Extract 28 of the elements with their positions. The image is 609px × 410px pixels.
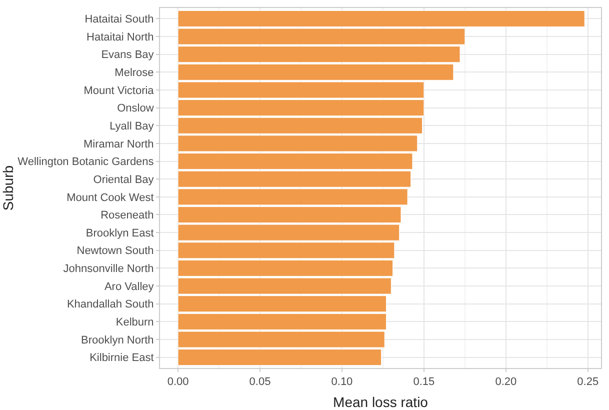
y-tick-label: Lyall Bay (110, 120, 154, 132)
y-tick-label: Aro Valley (104, 280, 154, 293)
y-tick-label: Kilbirnie East (90, 352, 154, 364)
x-tick-label: 0.00 (167, 376, 189, 388)
y-tick-label: Brooklyn East (86, 227, 154, 240)
y-tick-label: Melrose (114, 67, 154, 80)
y-tick-label: Oriental Bay (93, 174, 154, 186)
x-tick-label: 0.05 (249, 376, 271, 388)
y-tick-label: Onslow (117, 102, 154, 115)
y-tick-label: Roseneath (100, 210, 154, 222)
x-tick-label: 0.25 (577, 376, 599, 388)
y-axis-title: Suburb (0, 165, 16, 211)
y-tick-label: Newtown South (76, 245, 154, 258)
y-tick-label: Hataitai North (86, 31, 154, 44)
x-tick-label: 0.15 (413, 376, 435, 388)
y-tick-label: Wellington Botanic Gardens (18, 156, 154, 168)
y-tick-label: Evans Bay (101, 49, 154, 62)
y-tick-label: Mount Cook West (66, 192, 154, 204)
y-tick-label: Hataitai South (84, 14, 154, 26)
y-tick-label: Johnsonville North (63, 263, 154, 276)
y-tick-label: Miramar North (84, 138, 154, 150)
x-tick-label: 0.20 (495, 376, 517, 388)
x-axis-title: Mean loss ratio (333, 394, 428, 410)
x-tick-label: 0.10 (331, 376, 353, 388)
y-tick-label: Khandallah South (66, 298, 154, 311)
y-tick-label: Mount Victoria (84, 84, 155, 97)
y-tick-label: Brooklyn North (81, 334, 154, 346)
y-tick-label: Kelburn (116, 316, 154, 329)
